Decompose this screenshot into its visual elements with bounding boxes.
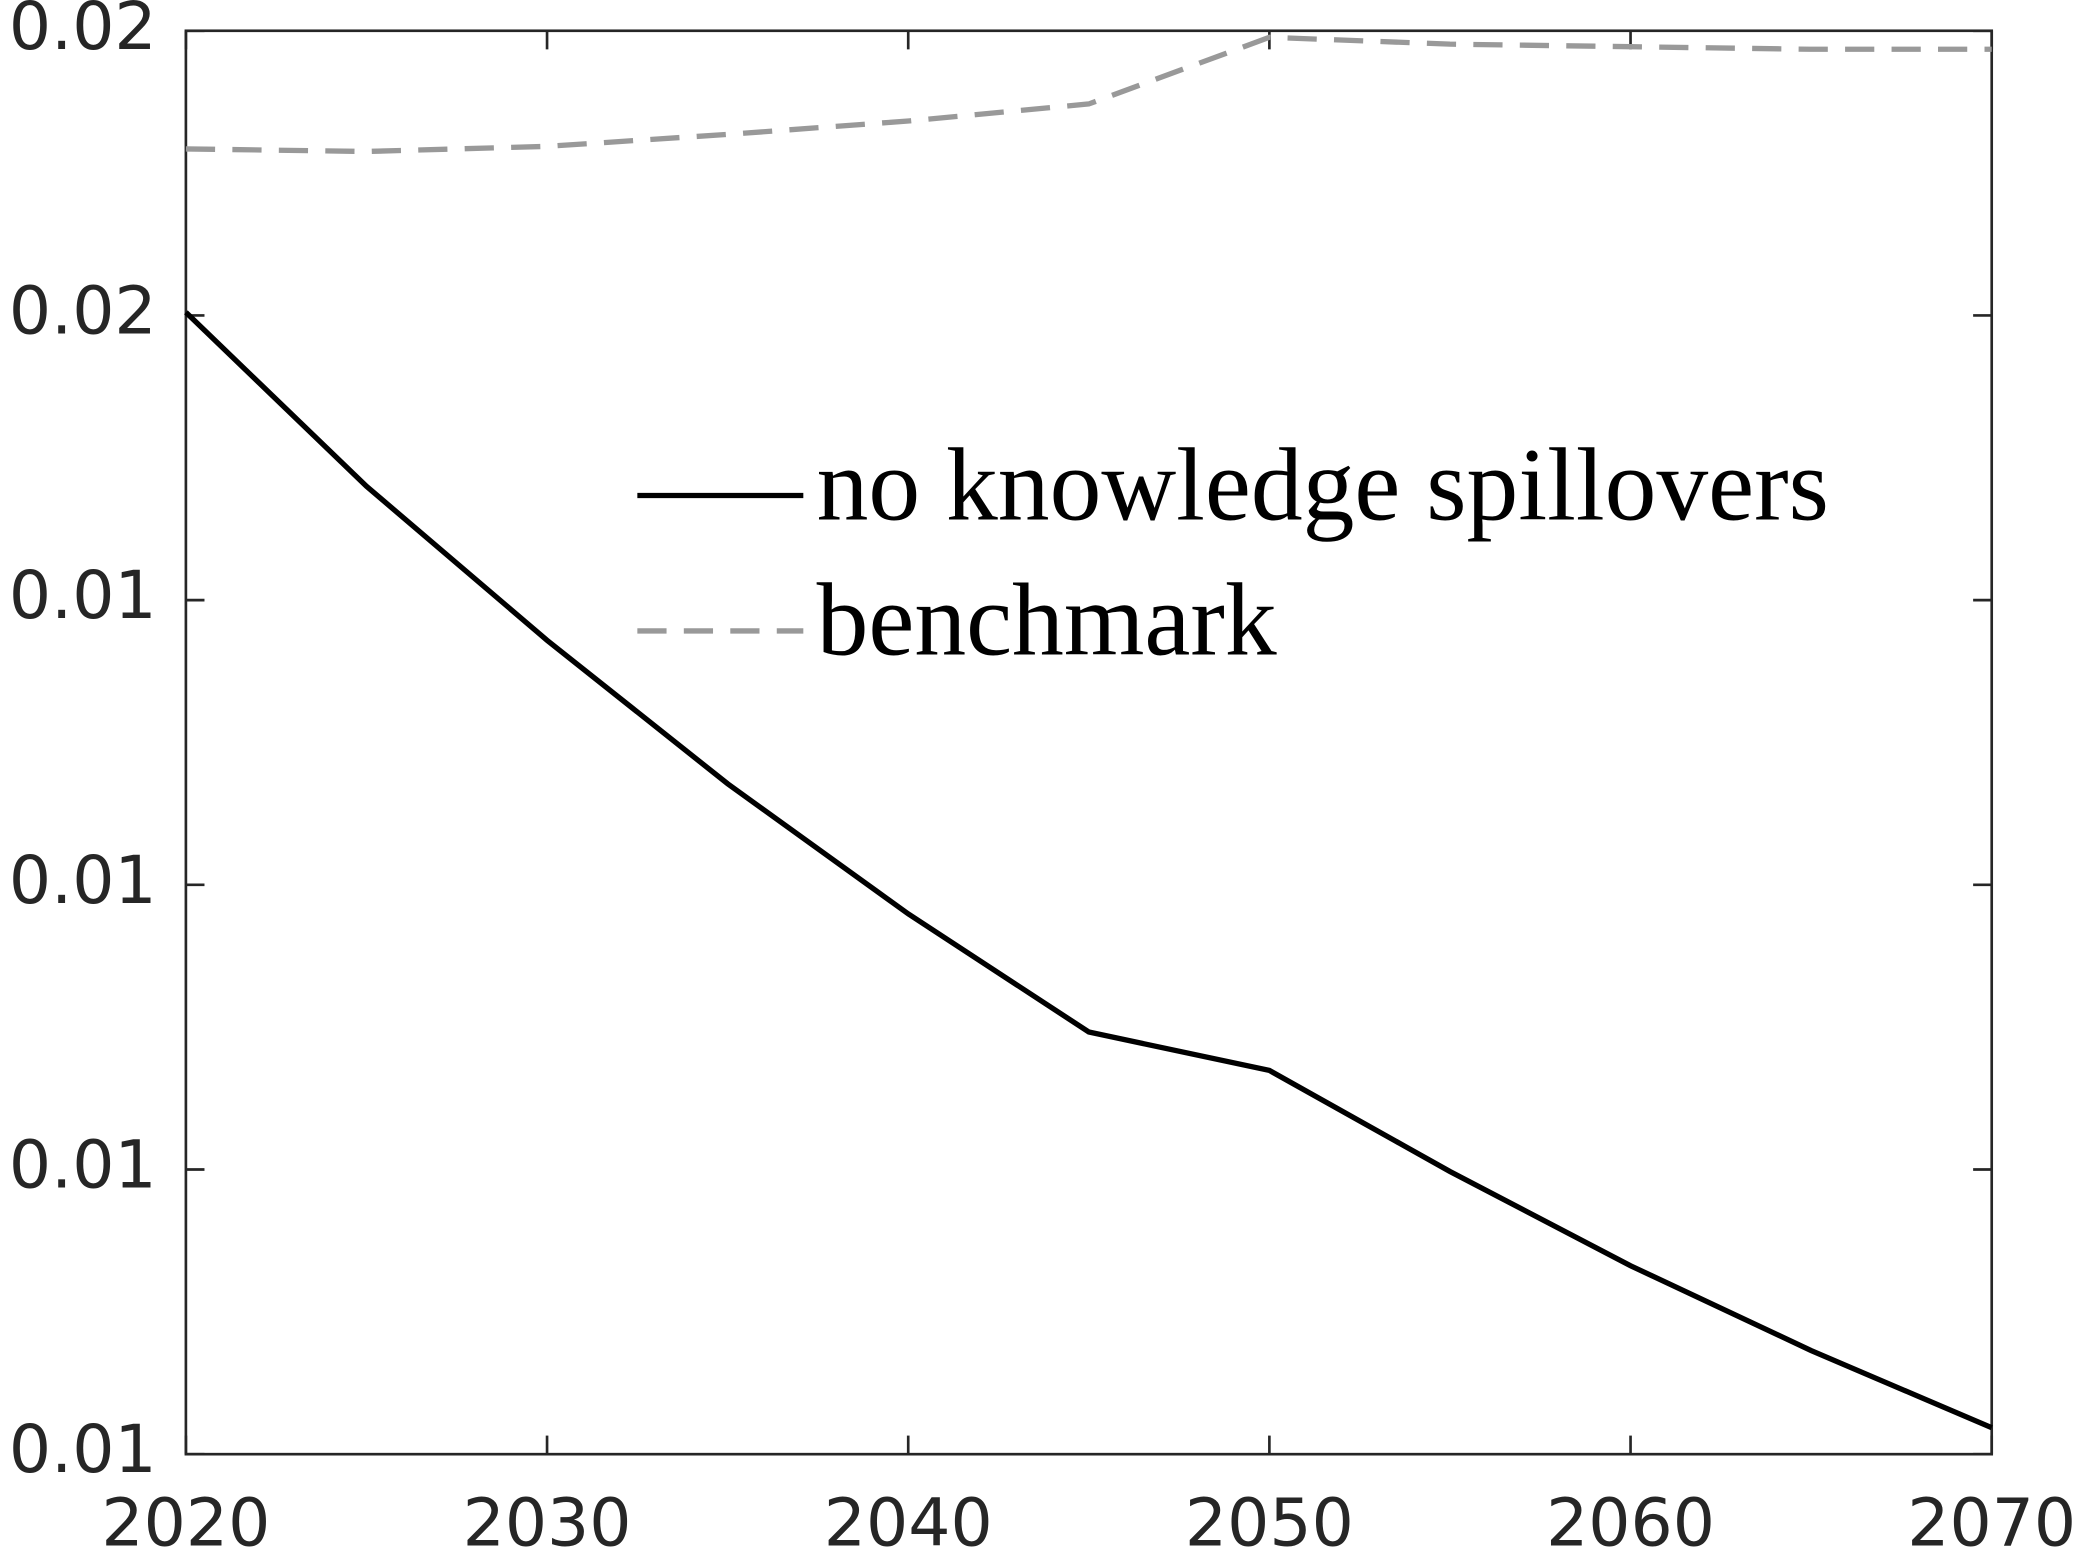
y-tick-label: 0.01 <box>9 556 157 634</box>
line-series <box>184 310 1993 1431</box>
y-tick-label: 0.01 <box>9 1126 157 1204</box>
y-tick-label: 0.01 <box>9 1410 157 1488</box>
plot-frame <box>184 29 1994 1456</box>
legend-label: benchmark <box>817 564 1277 678</box>
line-series <box>185 34 1992 155</box>
x-tick-label: 2050 <box>1185 1483 1354 1554</box>
x-tick-label: 2030 <box>463 1483 632 1554</box>
y-tick-label: 0.01 <box>9 841 157 919</box>
y-tick-label: 0.02 <box>9 0 157 65</box>
x-tick-label: 2020 <box>101 1483 270 1554</box>
x-tick-label: 2060 <box>1546 1483 1715 1554</box>
x-tick-label: 2070 <box>1907 1483 2076 1554</box>
x-tick-label: 2040 <box>824 1483 993 1554</box>
legend-label: no knowledge spillovers <box>817 428 1829 542</box>
y-tick-label: 0.02 <box>9 272 157 350</box>
